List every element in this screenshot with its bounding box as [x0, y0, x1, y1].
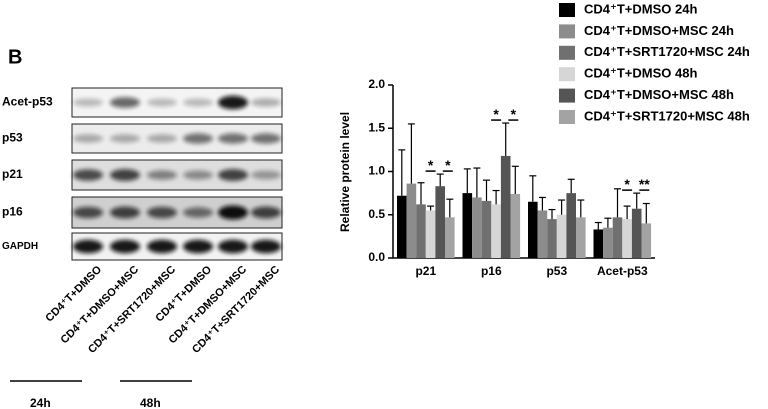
- legend-label: CD4⁺T+DMSO+MSC 24h: [584, 23, 734, 38]
- band: [183, 133, 213, 144]
- bar: [481, 200, 492, 258]
- y-tick-label: 0.5: [368, 207, 385, 221]
- band: [251, 133, 281, 144]
- bar: [576, 217, 586, 258]
- legend-swatch: [559, 110, 575, 124]
- band: [110, 134, 140, 143]
- bar: [472, 197, 482, 258]
- legend-label: CD4⁺T+DMSO+MSC 48h: [584, 87, 734, 102]
- row-label: p53: [2, 131, 23, 145]
- bar: [547, 219, 557, 258]
- sig-label: *: [445, 157, 451, 173]
- sig-label: *: [511, 106, 517, 122]
- x-tick-label: p16: [481, 264, 502, 278]
- x-tick-label: p53: [546, 264, 567, 278]
- row-label: Acet-p53: [2, 95, 53, 109]
- row-label: p21: [2, 167, 23, 181]
- legend-label: CD4⁺T+SRT1720+MSC 24h: [584, 44, 750, 59]
- panel-label: B: [8, 46, 22, 68]
- bar: [445, 217, 455, 258]
- band: [251, 170, 281, 180]
- band: [73, 134, 103, 143]
- legend-swatch: [559, 3, 575, 17]
- x-tick-label: p21: [415, 264, 436, 278]
- band: [147, 170, 177, 180]
- bar: [622, 219, 632, 258]
- sig-label: *: [624, 176, 630, 192]
- band: [183, 239, 213, 254]
- bar: [593, 229, 604, 258]
- band: [110, 169, 140, 181]
- bar: [612, 217, 623, 258]
- band: [218, 169, 248, 181]
- bar: [462, 193, 473, 258]
- bar: [566, 193, 576, 258]
- legend-swatch: [559, 88, 575, 103]
- band: [251, 239, 281, 254]
- bar: [528, 201, 538, 258]
- band: [183, 207, 213, 218]
- bar: [416, 204, 426, 258]
- bar: [491, 204, 501, 258]
- bar: [510, 193, 521, 258]
- band: [251, 206, 281, 219]
- y-axis-title: Relative protein level: [338, 112, 352, 232]
- bar: [406, 183, 417, 258]
- band: [73, 239, 103, 254]
- bar: [425, 210, 436, 258]
- band: [218, 133, 248, 144]
- bar: [556, 214, 567, 258]
- band: [218, 239, 248, 254]
- legend-swatch: [559, 24, 575, 39]
- legend-swatch: [559, 67, 575, 82]
- band: [251, 98, 281, 107]
- sig-label: *: [493, 106, 499, 122]
- y-tick-label: 2.0: [368, 77, 385, 91]
- legend-swatch: [559, 45, 575, 60]
- bar: [641, 223, 652, 258]
- band: [147, 98, 177, 107]
- bar: [500, 155, 511, 258]
- legend-label: CD4⁺T+DMSO 48h: [584, 66, 697, 81]
- y-tick-label: 1.0: [368, 164, 385, 178]
- x-tick-label: Acet-p53: [597, 264, 648, 278]
- band: [183, 98, 213, 107]
- band: [147, 134, 177, 143]
- row-label: p16: [2, 205, 23, 219]
- timepoint-label: 24h: [30, 396, 51, 409]
- row-label: GAPDH: [2, 241, 38, 252]
- sig-label: **: [639, 176, 650, 192]
- band: [147, 206, 177, 219]
- y-tick-label: 0.0: [368, 250, 385, 264]
- legend-label: CD4⁺T+SRT1720+MSC 48h: [584, 108, 750, 123]
- band: [73, 206, 103, 219]
- band: [110, 239, 140, 254]
- band: [110, 97, 140, 108]
- bar: [603, 227, 613, 258]
- bar: [435, 186, 445, 258]
- bar: [631, 208, 642, 258]
- band: [73, 169, 103, 181]
- band: [147, 239, 177, 254]
- sig-label: *: [428, 157, 434, 173]
- bar: [397, 195, 407, 258]
- band: [218, 205, 248, 220]
- band: [218, 95, 248, 110]
- band: [110, 206, 140, 219]
- band: [73, 98, 103, 107]
- timepoint-label: 48h: [140, 396, 161, 409]
- band: [183, 170, 213, 180]
- bar: [537, 210, 548, 258]
- legend-label: CD4⁺T+DMSO 24h: [584, 1, 697, 16]
- y-tick-label: 1.5: [368, 120, 385, 134]
